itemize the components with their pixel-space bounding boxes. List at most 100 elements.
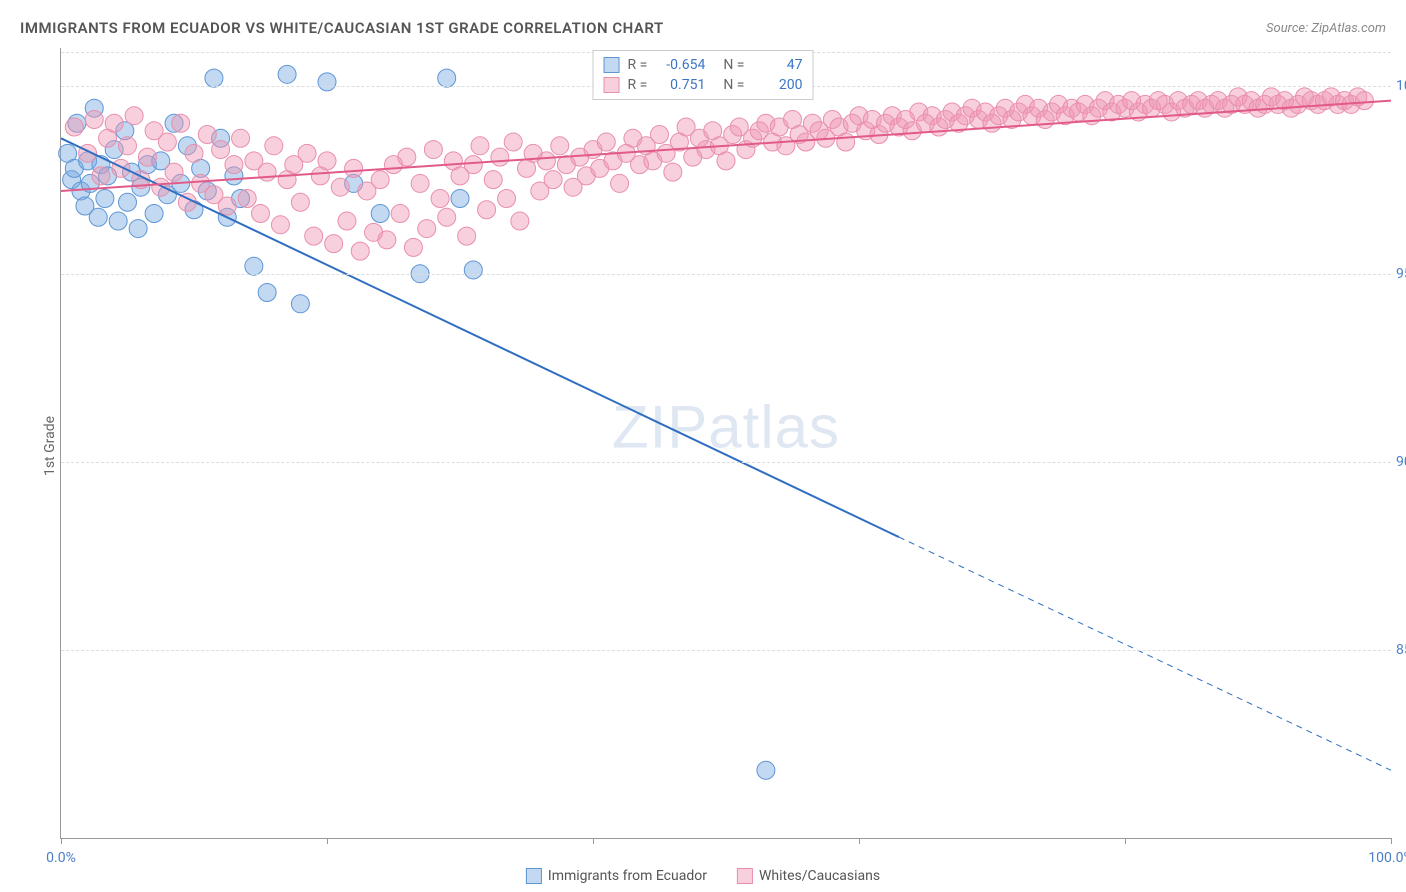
data-point	[252, 205, 270, 223]
data-point	[125, 107, 143, 125]
data-point	[345, 159, 363, 177]
data-point	[265, 137, 283, 155]
data-point	[464, 156, 482, 174]
chart-container: IMMIGRANTS FROM ECUADOR VS WHITE/CAUCASI…	[0, 0, 1406, 892]
data-point	[611, 174, 629, 192]
data-point	[96, 189, 114, 207]
data-point	[411, 174, 429, 192]
data-point	[651, 126, 669, 144]
data-point	[119, 193, 137, 211]
data-point	[185, 144, 203, 162]
data-point	[85, 110, 103, 128]
x-tick-label: 0.0%	[46, 850, 76, 866]
data-point	[271, 216, 289, 234]
data-point	[298, 144, 316, 162]
data-point	[1355, 92, 1373, 110]
data-point	[89, 208, 107, 226]
data-point	[464, 261, 482, 279]
y-tick-label: 100.0%	[1396, 78, 1406, 94]
legend-label: Whites/Caucasians	[759, 868, 880, 884]
data-point	[837, 133, 855, 151]
x-tick	[593, 838, 594, 844]
data-point	[424, 141, 442, 159]
plot-area: ZIPatlas 85.0%90.0%95.0%100.0%0.0%100.0%	[60, 48, 1391, 839]
data-point	[258, 163, 276, 181]
data-point	[498, 189, 516, 207]
data-point	[218, 197, 236, 215]
legend-item: Whites/Caucasians	[737, 868, 880, 884]
x-tick	[1125, 838, 1126, 844]
stats-row: R =-0.654N =47	[604, 55, 803, 75]
data-point	[238, 189, 256, 207]
legend-swatch	[526, 868, 542, 884]
data-point	[664, 163, 682, 181]
data-point	[158, 133, 176, 151]
data-point	[318, 152, 336, 170]
data-point	[129, 220, 147, 238]
data-point	[504, 133, 522, 151]
data-point	[325, 235, 343, 253]
x-tick	[61, 838, 62, 844]
data-point	[138, 148, 156, 166]
legend-swatch	[604, 57, 620, 73]
y-axis-label: 1st Grade	[42, 416, 58, 476]
data-point	[537, 152, 555, 170]
data-point	[198, 126, 216, 144]
plot-svg	[61, 48, 1391, 838]
data-point	[431, 189, 449, 207]
data-point	[145, 205, 163, 223]
data-point	[371, 205, 389, 223]
data-point	[484, 171, 502, 189]
n-value: 200	[752, 77, 802, 93]
data-point	[225, 156, 243, 174]
data-point	[291, 193, 309, 211]
data-point	[371, 171, 389, 189]
x-tick	[859, 838, 860, 844]
data-point	[478, 201, 496, 219]
trend-line	[61, 101, 1391, 191]
data-point	[471, 137, 489, 155]
data-point	[451, 189, 469, 207]
y-tick-label: 95.0%	[1396, 266, 1406, 282]
x-tick-label: 100.0%	[1368, 850, 1406, 866]
data-point	[551, 137, 569, 155]
r-value: 0.751	[655, 77, 705, 93]
data-point	[291, 295, 309, 313]
data-point	[398, 148, 416, 166]
legend-item: Immigrants from Ecuador	[526, 868, 707, 884]
legend-label: Immigrants from Ecuador	[548, 868, 707, 884]
source-label: Source: ZipAtlas.com	[1266, 21, 1386, 36]
bottom-legend: Immigrants from Ecuador Whites/Caucasians	[526, 868, 880, 884]
data-point	[245, 257, 263, 275]
data-point	[544, 171, 562, 189]
data-point	[378, 231, 396, 249]
legend-swatch	[737, 868, 753, 884]
data-point	[757, 761, 775, 779]
x-tick	[327, 838, 328, 844]
gridline	[61, 462, 1391, 463]
data-point	[305, 227, 323, 245]
stats-legend: R =-0.654N =47R =0.751N =200	[593, 50, 814, 100]
data-point	[318, 73, 336, 91]
y-tick-label: 90.0%	[1396, 454, 1406, 470]
data-point	[92, 167, 110, 185]
trend-line-extrapolated	[899, 537, 1391, 770]
header: IMMIGRANTS FROM ECUADOR VS WHITE/CAUCASI…	[0, 0, 1406, 48]
data-point	[65, 118, 83, 136]
chart-title: IMMIGRANTS FROM ECUADOR VS WHITE/CAUCASI…	[20, 19, 664, 37]
data-point	[458, 227, 476, 245]
r-value: -0.654	[655, 57, 705, 73]
data-point	[172, 114, 190, 132]
data-point	[438, 208, 456, 226]
gridline	[61, 274, 1391, 275]
data-point	[338, 212, 356, 230]
gridline	[61, 650, 1391, 651]
data-point	[205, 69, 223, 87]
data-point	[404, 238, 422, 256]
data-point	[258, 284, 276, 302]
trend-line	[61, 138, 899, 537]
stats-row: R =0.751N =200	[604, 75, 803, 95]
data-point	[105, 114, 123, 132]
data-point	[119, 137, 137, 155]
data-point	[351, 242, 369, 260]
